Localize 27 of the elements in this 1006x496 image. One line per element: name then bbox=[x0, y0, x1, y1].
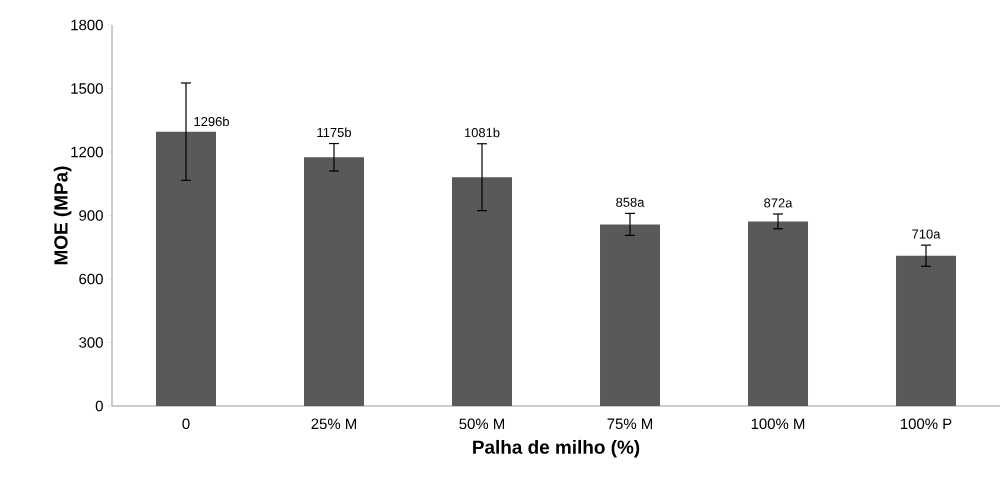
data-label: 1175b bbox=[317, 127, 351, 138]
y-tick-label: 300 bbox=[79, 337, 103, 348]
x-tick-label: 50% M bbox=[459, 418, 505, 430]
y-tick-label: 0 bbox=[95, 400, 103, 412]
y-tick-label: 900 bbox=[79, 210, 103, 221]
data-label: 858a bbox=[616, 197, 645, 207]
y-axis-title: MOE (MPa) bbox=[53, 166, 72, 265]
y-tick-label: 1200 bbox=[71, 146, 103, 158]
bar bbox=[600, 224, 661, 406]
data-label: 872a bbox=[764, 198, 793, 208]
bar bbox=[156, 131, 216, 406]
bar bbox=[304, 157, 364, 406]
y-tick-label: 1500 bbox=[71, 83, 103, 94]
bar bbox=[748, 221, 809, 406]
x-tick-label: 0 bbox=[182, 418, 190, 430]
data-label: 1296b bbox=[194, 116, 229, 127]
x-tick-label: 25% M bbox=[311, 418, 357, 430]
x-tick-label: 75% M bbox=[607, 418, 653, 430]
x-tick-label: 100% P bbox=[900, 418, 952, 430]
bar bbox=[452, 177, 512, 406]
data-label: 1081b bbox=[464, 127, 500, 138]
y-tick-label: 600 bbox=[79, 273, 103, 285]
data-label: 710a bbox=[912, 229, 941, 239]
y-tick-label: 1800 bbox=[71, 19, 103, 31]
x-axis-title: Palha de milho (%) bbox=[473, 439, 640, 458]
bar bbox=[896, 255, 957, 406]
x-tick-label: 100% M bbox=[751, 418, 805, 430]
